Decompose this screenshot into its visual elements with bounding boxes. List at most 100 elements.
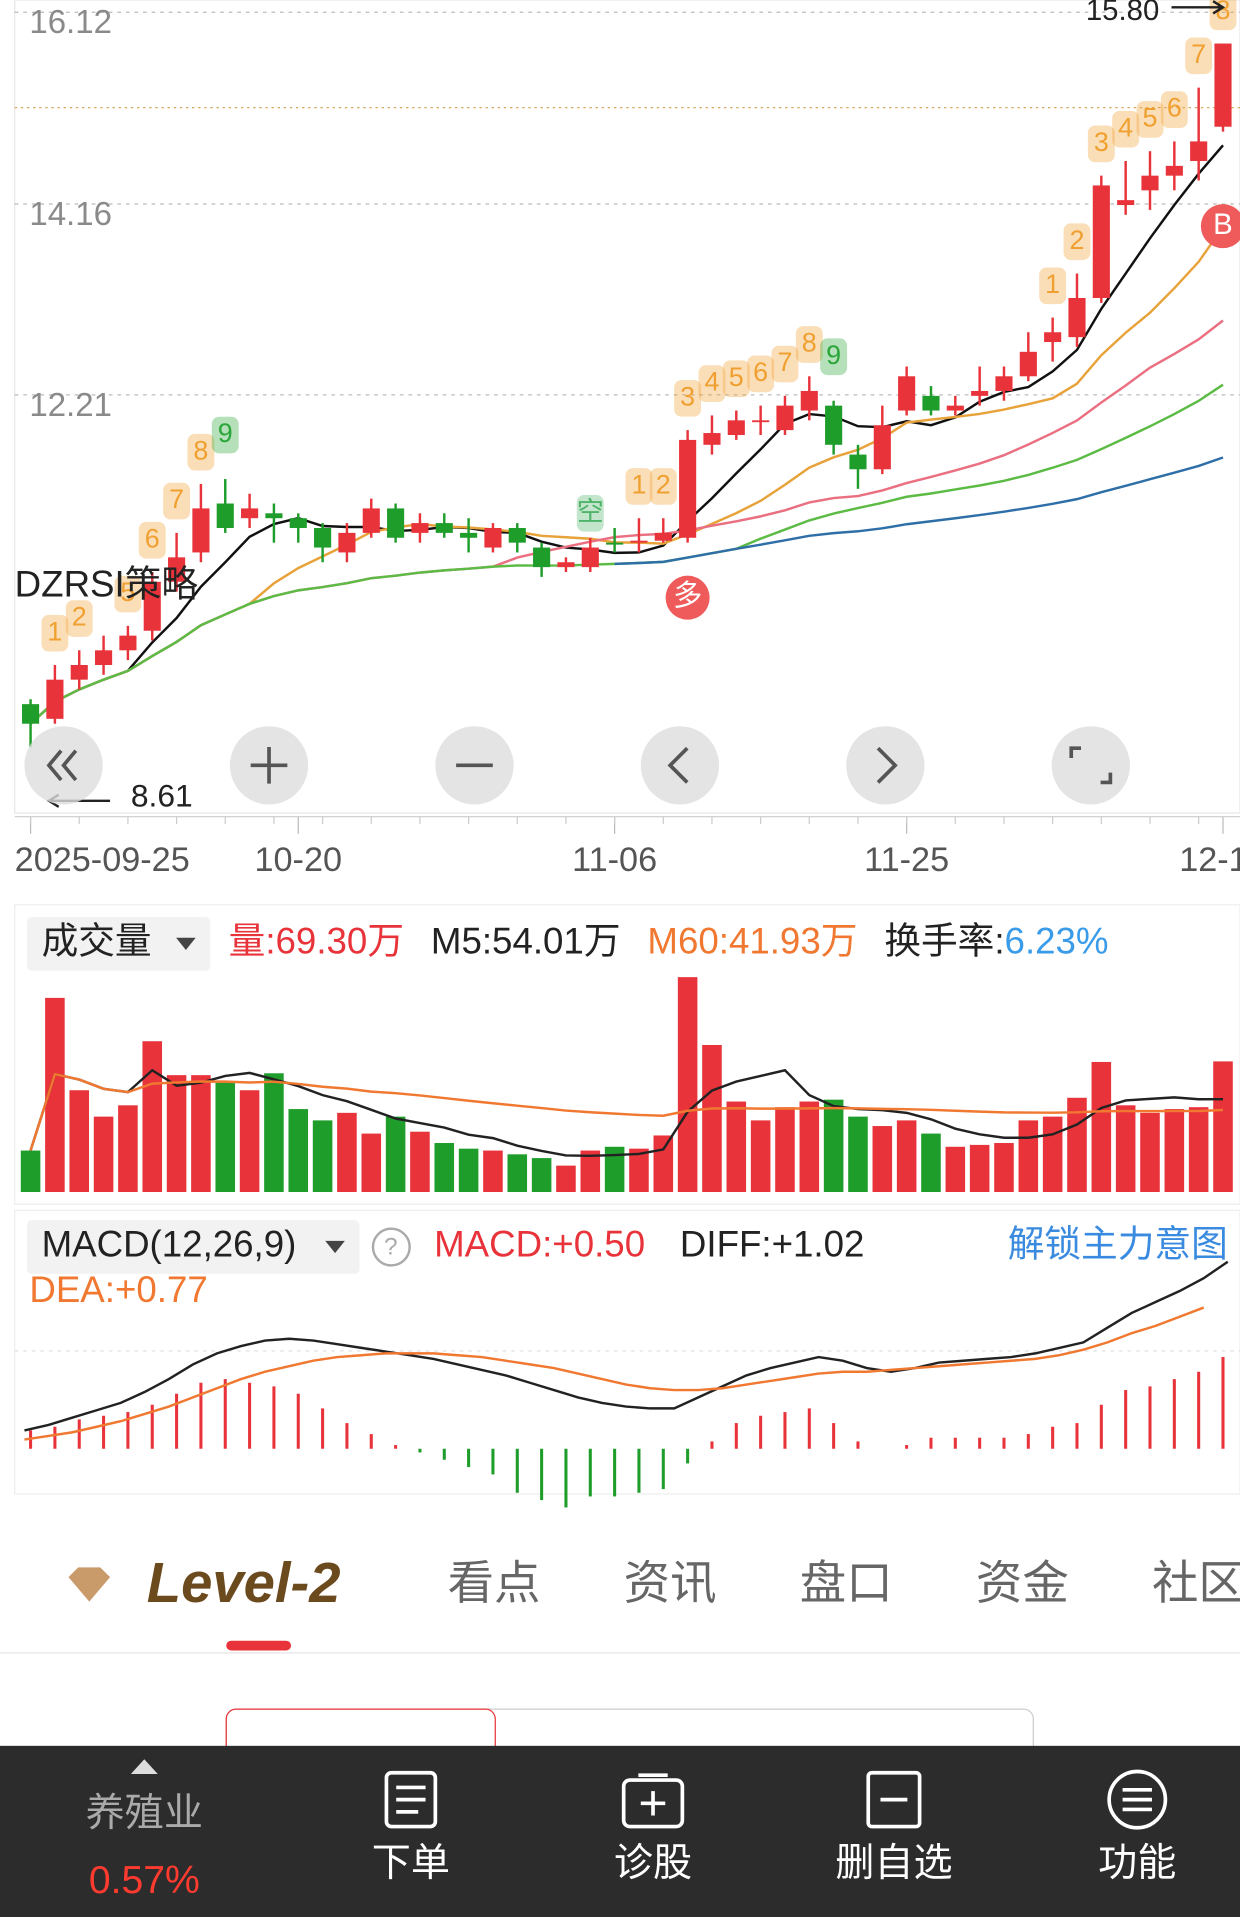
td-label: 2	[1070, 225, 1085, 255]
td-badge	[1160, 91, 1188, 128]
icon-lines	[396, 1785, 426, 1814]
help-icon[interactable]	[371, 1227, 411, 1267]
td-label: 8	[193, 435, 208, 465]
scroll-left-button[interactable]	[640, 726, 720, 805]
volume-panel	[20, 977, 1233, 1193]
tab[interactable]: 资讯	[624, 1557, 717, 1609]
signal-badge	[1200, 204, 1240, 249]
volume-bar	[823, 1099, 844, 1193]
candle-body	[1019, 351, 1037, 377]
candle-body	[581, 547, 599, 568]
function-icon	[1107, 1769, 1168, 1830]
td-badge	[1087, 125, 1115, 163]
tab[interactable]: 盘口	[800, 1557, 893, 1609]
tab[interactable]: 资金	[976, 1557, 1069, 1609]
candle-body	[971, 390, 989, 396]
volume-bar	[1091, 1061, 1112, 1193]
tab-bar	[0, 1515, 1240, 1653]
candle-body	[849, 454, 867, 470]
icon-lines	[638, 1773, 668, 1816]
strategy-label: DZRSI策略	[15, 564, 199, 605]
remove-icon	[866, 1770, 922, 1829]
candle-body	[216, 503, 234, 528]
x-tick-label: 12-12	[1179, 841, 1240, 879]
candle-body	[338, 532, 356, 553]
sector-name[interactable]: 养殖业	[86, 1792, 203, 1835]
candle-body	[1092, 185, 1110, 298]
candle-body	[922, 395, 940, 411]
candle-body	[800, 390, 818, 411]
volume-bar	[483, 1150, 503, 1193]
volume-selector[interactable]	[26, 916, 211, 971]
td-label: 空	[577, 496, 604, 526]
candle-body	[168, 557, 186, 582]
tab[interactable]: 社区	[1152, 1557, 1240, 1609]
td-label: 4	[1118, 112, 1133, 142]
td-label: 1	[631, 470, 646, 500]
nav-label[interactable]: 删自选	[835, 1842, 952, 1885]
candle-body	[654, 532, 672, 541]
td-badge	[576, 494, 604, 532]
candle-body	[776, 405, 794, 431]
signal-badge	[665, 575, 710, 620]
td-label: 7	[777, 347, 792, 377]
macd-frame	[14, 1209, 1240, 1495]
nav-label[interactable]: 下单	[372, 1842, 450, 1885]
expand-icon[interactable]	[130, 1759, 158, 1774]
candle-body	[630, 540, 648, 543]
td-label: 6	[753, 357, 768, 387]
volume-legend: 6.23%	[1005, 921, 1109, 962]
candle-body	[752, 420, 770, 423]
volume-bar	[580, 1150, 601, 1193]
volume-bar	[896, 1120, 917, 1193]
icon-lines	[1122, 1788, 1152, 1812]
zoom-controls	[24, 726, 1130, 805]
td-badge	[649, 468, 677, 505]
volume-bar	[264, 1073, 284, 1193]
td-label: 4	[704, 367, 719, 397]
icon	[1069, 746, 1113, 785]
nav-label[interactable]: 诊股	[614, 1842, 692, 1885]
candle-body	[1117, 200, 1135, 206]
tab-indicator	[226, 1640, 292, 1651]
tab[interactable]: 看点	[448, 1557, 541, 1609]
volume-bar	[969, 1144, 990, 1193]
candle-body	[1165, 165, 1183, 176]
unlock-link[interactable]: 解锁主力意图	[1008, 1224, 1228, 1265]
td-label: 5	[729, 362, 744, 392]
candle-body	[143, 581, 161, 631]
macd-selector[interactable]	[26, 1220, 360, 1274]
kline-frame	[14, 0, 1240, 814]
volume-selector-label: 成交量	[42, 921, 152, 962]
icon	[876, 746, 898, 784]
tab-active[interactable]: Level-2	[147, 1551, 341, 1614]
candle-body	[70, 664, 88, 680]
td-badge	[771, 345, 799, 383]
volume-bar	[1115, 1105, 1136, 1193]
min-label: 8.61	[131, 778, 193, 814]
td-badge	[1112, 110, 1140, 148]
td-badge	[138, 521, 166, 559]
td-badge	[722, 360, 750, 398]
td-badge	[747, 355, 775, 393]
td-badge	[795, 326, 823, 363]
volume-bar	[142, 1041, 163, 1193]
fullscreen-button[interactable]	[1051, 726, 1130, 805]
volume-bar	[1018, 1120, 1039, 1193]
candle-body	[22, 704, 40, 724]
macd-legend: DEA:+0.77	[29, 1269, 207, 1310]
volume-bar	[166, 1075, 187, 1193]
candle-body	[119, 635, 137, 651]
td-label: 3	[1094, 127, 1109, 157]
nav-label[interactable]: 功能	[1098, 1842, 1176, 1885]
candle-body	[435, 523, 453, 533]
volume-bar	[239, 1090, 260, 1193]
volume-bar	[118, 1105, 138, 1193]
td-label: 9	[218, 418, 233, 448]
volume-bar	[20, 1150, 41, 1193]
td-badge	[1063, 223, 1091, 261]
candle-body	[533, 547, 551, 568]
scroll-right-button[interactable]	[846, 726, 925, 805]
td-label: 3	[680, 381, 695, 411]
volume-bar	[385, 1116, 406, 1193]
